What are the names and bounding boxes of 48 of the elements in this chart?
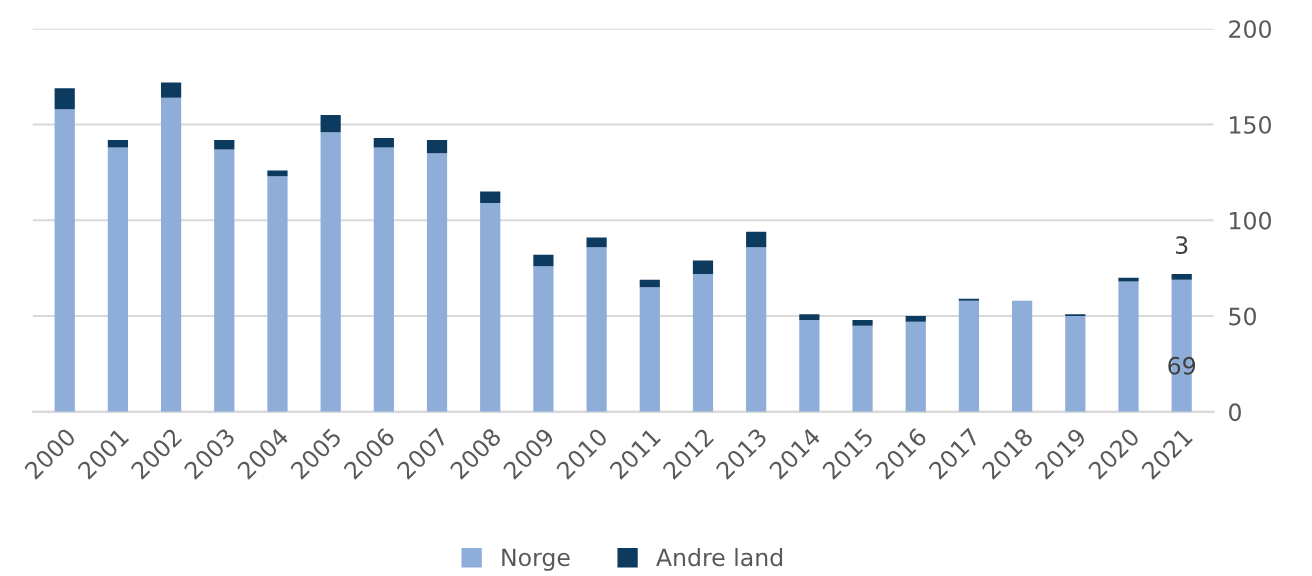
bar (480, 191, 501, 204)
bar (746, 247, 767, 412)
bar (639, 279, 660, 288)
bar (107, 139, 129, 148)
bar (267, 170, 288, 177)
bar (852, 325, 873, 412)
bar (480, 203, 501, 412)
y-tick-label: 50 (1229, 307, 1256, 326)
bar (426, 153, 448, 412)
bar (373, 137, 394, 148)
data-label: 3 (1175, 236, 1188, 255)
bar (426, 139, 448, 154)
bar (533, 266, 554, 412)
bar (1118, 277, 1139, 282)
bar (267, 176, 288, 412)
bar (1171, 273, 1192, 280)
bar (160, 97, 182, 412)
bar (958, 300, 980, 412)
bar (586, 247, 607, 412)
bar (586, 237, 607, 248)
bar (214, 149, 235, 412)
bar (320, 132, 341, 412)
bar (905, 321, 926, 412)
bar (905, 316, 926, 322)
bar (533, 254, 554, 267)
bar (320, 114, 341, 133)
bar (1118, 281, 1139, 412)
bar (799, 319, 820, 412)
bar (639, 287, 660, 412)
bar (373, 147, 394, 412)
bar (107, 147, 129, 412)
bar (799, 314, 820, 320)
bar (692, 260, 714, 274)
y-tick-label: 200 (1229, 20, 1271, 39)
bar (54, 88, 75, 110)
bar (214, 139, 235, 150)
bar (852, 319, 873, 326)
y-tick-label: 100 (1230, 211, 1271, 230)
bar (692, 273, 714, 412)
legend-label: Andre land (656, 548, 783, 567)
bar (54, 109, 75, 412)
bar (746, 231, 767, 248)
legend-label: Norge (502, 548, 570, 571)
bar (160, 82, 182, 98)
bar (1012, 300, 1033, 412)
y-tick-label: 0 (1229, 403, 1241, 422)
bar (1065, 316, 1086, 412)
y-tick-label: 150 (1230, 116, 1271, 134)
